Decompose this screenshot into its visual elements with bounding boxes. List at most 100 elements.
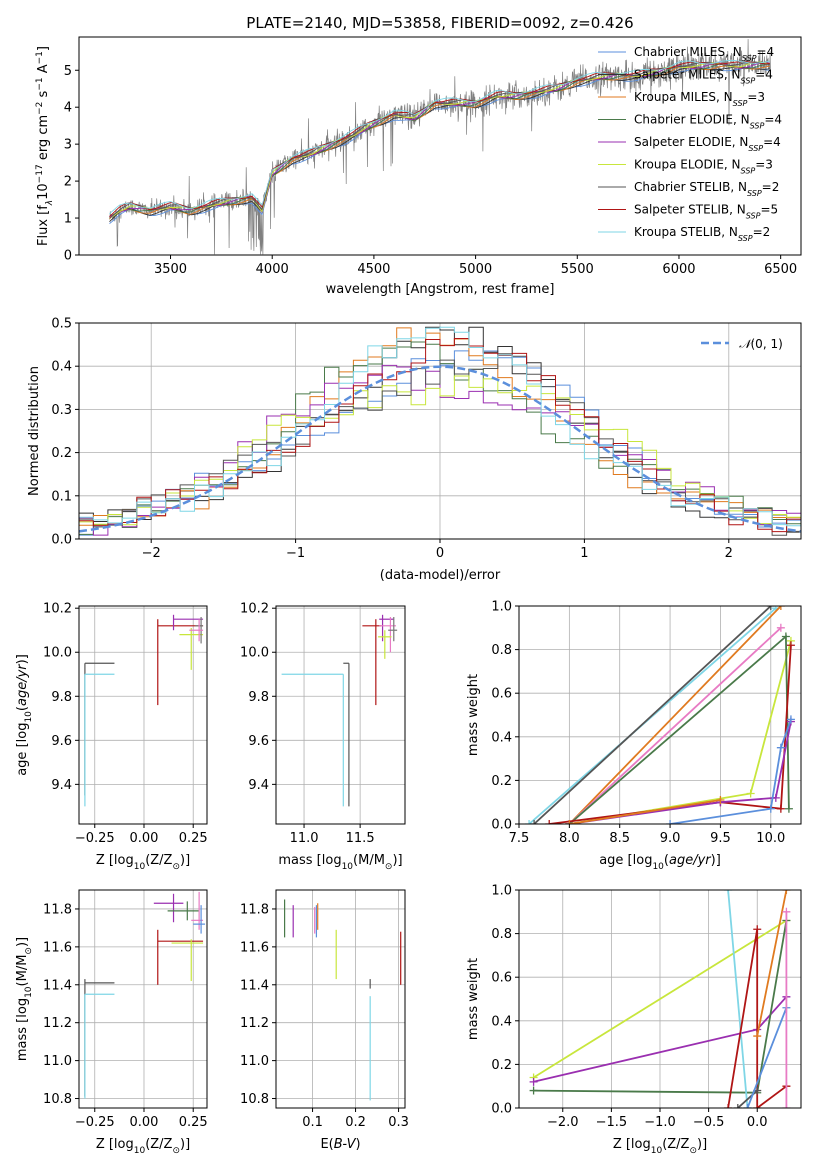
weight-marker bbox=[716, 796, 725, 805]
weight-line bbox=[669, 719, 792, 824]
x-tick-label: 0.3 bbox=[388, 1115, 409, 1130]
x-axis-label: Z [log10(Z/Z⊙)] bbox=[96, 1137, 190, 1156]
x-axis-label: mass [log10(M/M⊙)] bbox=[278, 853, 402, 872]
axes-frame bbox=[78, 605, 208, 825]
x-tick-label: 2 bbox=[725, 546, 733, 561]
weight-marker bbox=[782, 1104, 791, 1108]
x-tick-label: 4000 bbox=[256, 262, 289, 277]
chart-title: PLATE=2140, MJD=53858, FIBERID=0092, z=0… bbox=[246, 14, 633, 32]
axes-frame bbox=[518, 605, 802, 825]
weight-marker bbox=[766, 606, 775, 610]
x-axis-label: wavelength [Angstrom, rest frame] bbox=[326, 282, 555, 297]
x-tick-label: 1 bbox=[580, 546, 588, 561]
weight-line bbox=[568, 634, 790, 824]
y-tick-label: 11.4 bbox=[43, 978, 72, 993]
legend-entry: Kroupa ELODIE, NSSP=3 bbox=[634, 158, 773, 176]
legend-entry: Chabrier ELODIE, NSSP=4 bbox=[634, 113, 782, 131]
weight-marker bbox=[753, 1032, 762, 1041]
axes-frame bbox=[78, 36, 802, 256]
x-tick-label: −1.5 bbox=[596, 1115, 628, 1130]
y-tick-label: 0.5 bbox=[51, 317, 72, 332]
y-tick-label: 9.6 bbox=[248, 734, 269, 749]
weight-line bbox=[569, 799, 721, 824]
y-axis-label: Normed distribution bbox=[27, 366, 42, 496]
mass_vs_Z-panel: −0.25 0.00 0.25 10.8 11.0 11.2 11.4 11.6 11.8 Z [… bbox=[15, 889, 208, 1156]
y-tick-label: 9.6 bbox=[51, 734, 72, 749]
x-tick-label: 6000 bbox=[662, 262, 695, 277]
axes-frame bbox=[275, 889, 406, 1109]
legend-entry: 𝒩(0, 1) bbox=[739, 337, 783, 351]
weight-marker bbox=[733, 1104, 742, 1108]
y-tick-label: 0.2 bbox=[491, 774, 512, 789]
x-tick-label: −0.25 bbox=[75, 1115, 115, 1130]
y-tick-label: 2 bbox=[64, 175, 72, 190]
y-tick-label: 11.8 bbox=[240, 902, 269, 917]
y-tick-label: 5 bbox=[64, 64, 72, 79]
x-axis-label: (data-model)/error bbox=[380, 568, 501, 583]
x-tick-label: 0 bbox=[436, 546, 444, 561]
x-tick-label: 7.5 bbox=[509, 831, 530, 846]
weight-marker bbox=[786, 715, 795, 724]
x-tick-label: 0.00 bbox=[130, 831, 159, 846]
weight-line bbox=[727, 929, 787, 1108]
y-tick-label: 3 bbox=[64, 138, 72, 153]
y-axis-label: mass [log10(M/M⊙)] bbox=[15, 937, 34, 1061]
weight_vs_age-panel: 7.5 8.0 8.5 9.0 9.5 10.0 0.0 0.2 0.4 0.6 0.8 1.0 age… bbox=[466, 600, 802, 872]
y-tick-label: 0.6 bbox=[491, 971, 512, 986]
weight-marker bbox=[766, 804, 775, 813]
mass_vs_EBV-panel: 0.1 0.2 0.3 10.8 11.0 11.2 11.4 11.6 11.8 E(B-V) bbox=[240, 889, 409, 1152]
x-tick-label: −2 bbox=[142, 546, 161, 561]
model-spectrum-line bbox=[109, 61, 770, 219]
x-tick-label: 9.0 bbox=[660, 831, 681, 846]
x-tick-label: −2.0 bbox=[547, 1115, 579, 1130]
y-tick-label: 0 bbox=[64, 249, 72, 264]
weight_vs_Z-panel: −2.0 −1.5 −1.0 −0.5 0.0 0.0 0.2 0.4 0.6 0.8 1.0 Z [… bbox=[466, 884, 802, 1156]
spectrum-panel: PLATE=2140, MJD=53858, FIBERID=0092, z=0… bbox=[35, 0, 802, 297]
y-axis-label: Flux [fλ10−17 erg cm−2 s−1 A−1] bbox=[35, 46, 55, 246]
weight-marker bbox=[776, 606, 785, 610]
legend-entry: Kroupa STELIB, NSSP=2 bbox=[634, 225, 770, 243]
x-tick-label: 0.00 bbox=[130, 1115, 159, 1130]
weight-marker bbox=[529, 1077, 538, 1086]
y-axis-label: mass weight bbox=[466, 958, 481, 1040]
weight-line bbox=[533, 919, 787, 1079]
x-tick-label: 3500 bbox=[154, 262, 187, 277]
x-tick-label: 5000 bbox=[459, 262, 492, 277]
x-axis-label: E(B-V) bbox=[320, 1137, 360, 1152]
weight-line bbox=[569, 640, 792, 824]
weight-marker bbox=[786, 641, 795, 650]
y-tick-label: 0.2 bbox=[51, 446, 72, 461]
legend-entry: Chabrier STELIB, NSSP=2 bbox=[634, 180, 779, 198]
weight-line bbox=[746, 1007, 788, 1108]
model-spectrum-line bbox=[109, 59, 770, 215]
x-tick-label: 0.0 bbox=[747, 1115, 768, 1130]
weight-marker bbox=[666, 820, 675, 824]
weight-marker bbox=[782, 890, 791, 894]
data-points bbox=[281, 614, 398, 807]
y-tick-label: 0.1 bbox=[51, 489, 72, 504]
y-tick-label: 9.8 bbox=[51, 690, 72, 705]
data-lines bbox=[525, 606, 795, 824]
x-tick-label: 9.5 bbox=[710, 831, 731, 846]
y-tick-label: 11.6 bbox=[240, 940, 269, 955]
data-lines bbox=[529, 890, 791, 1108]
y-tick-label: 1.0 bbox=[491, 600, 512, 615]
x-tick-label: 0.25 bbox=[179, 1115, 208, 1130]
data-points bbox=[284, 899, 402, 1101]
y-tick-label: 0.8 bbox=[491, 927, 512, 942]
weight-line bbox=[568, 606, 782, 824]
legend-entry: Salpeter STELIB, NSSP=5 bbox=[634, 203, 778, 221]
y-tick-label: 11.8 bbox=[43, 902, 72, 917]
x-tick-label: 11.0 bbox=[290, 831, 319, 846]
legend-entry: Kroupa MILES, NSSP=3 bbox=[634, 90, 765, 108]
y-tick-label: 9.4 bbox=[51, 778, 72, 793]
weight-marker bbox=[753, 925, 762, 934]
weight-line bbox=[756, 890, 788, 1037]
x-tick-label: 0.25 bbox=[179, 831, 208, 846]
residual-histogram bbox=[79, 353, 801, 536]
weight-marker bbox=[782, 907, 791, 916]
x-tick-label: 5500 bbox=[561, 262, 594, 277]
age_vs_Z-panel: −0.25 0.00 0.25 9.4 9.6 9.8 10.0 10.2 Z [log10(Z… bbox=[15, 602, 208, 872]
x-tick-label: 10.0 bbox=[756, 831, 785, 846]
legend-entry: Chabrier MILES, NSSP=4 bbox=[634, 45, 774, 63]
